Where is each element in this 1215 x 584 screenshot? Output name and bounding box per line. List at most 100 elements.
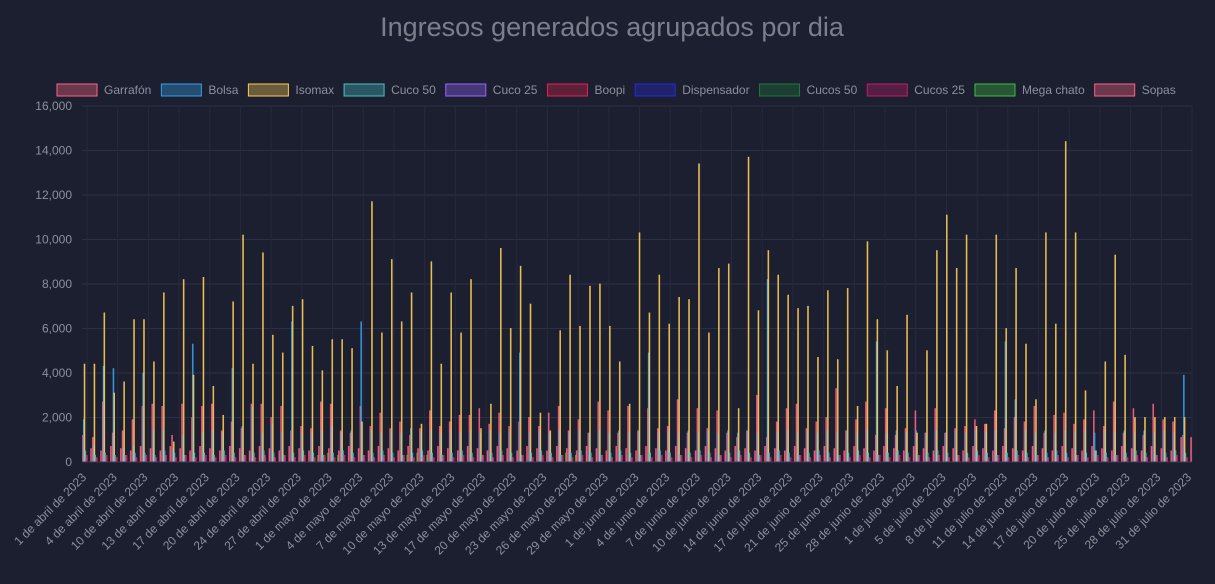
bar[interactable] (363, 454, 366, 463)
bar[interactable] (926, 350, 928, 463)
bar[interactable] (357, 448, 360, 463)
bar[interactable] (427, 450, 429, 463)
bar[interactable] (219, 450, 221, 463)
bar[interactable] (1166, 457, 1168, 463)
bar[interactable] (945, 214, 948, 463)
bar[interactable] (787, 294, 789, 463)
bar[interactable] (869, 457, 871, 463)
bar[interactable] (965, 234, 968, 463)
bar[interactable] (888, 457, 891, 463)
bar[interactable] (879, 454, 881, 463)
bar[interactable] (423, 454, 425, 463)
bar[interactable] (670, 457, 673, 463)
bar[interactable] (883, 446, 885, 463)
bar[interactable] (1156, 454, 1159, 463)
bar[interactable] (777, 274, 780, 463)
bar[interactable] (298, 448, 300, 463)
bar[interactable] (86, 454, 88, 463)
bar[interactable] (1031, 446, 1034, 463)
bar[interactable] (403, 454, 405, 463)
bar[interactable] (238, 448, 241, 463)
bar[interactable] (886, 350, 889, 463)
bar[interactable] (143, 319, 145, 463)
bar[interactable] (1146, 457, 1149, 463)
bar[interactable] (367, 450, 370, 463)
bar[interactable] (928, 457, 931, 463)
bar[interactable] (621, 454, 623, 463)
bar[interactable] (730, 457, 732, 463)
bar[interactable] (668, 323, 671, 463)
bar[interactable] (774, 448, 776, 463)
bar[interactable] (341, 339, 343, 463)
bar[interactable] (843, 450, 845, 463)
bar[interactable] (542, 454, 544, 463)
bar[interactable] (1107, 457, 1109, 463)
bar[interactable] (893, 448, 895, 463)
bar[interactable] (750, 457, 752, 463)
bar[interactable] (757, 310, 760, 463)
bar[interactable] (383, 454, 386, 463)
bar[interactable] (347, 446, 350, 463)
bar[interactable] (836, 359, 839, 463)
bar[interactable] (992, 450, 994, 463)
bar[interactable] (1116, 454, 1119, 463)
bar[interactable] (727, 263, 730, 463)
bar[interactable] (674, 446, 677, 463)
bar[interactable] (440, 363, 443, 463)
bar[interactable] (103, 312, 106, 463)
bar[interactable] (199, 446, 201, 463)
bar[interactable] (387, 448, 390, 463)
bar[interactable] (635, 450, 637, 463)
bar[interactable] (740, 454, 742, 463)
bar[interactable] (700, 454, 703, 463)
bar[interactable] (1047, 457, 1050, 463)
bar[interactable] (1176, 454, 1178, 463)
bar[interactable] (942, 446, 945, 463)
bar[interactable] (123, 381, 125, 463)
bar[interactable] (968, 457, 970, 463)
bar[interactable] (1025, 343, 1027, 463)
bar[interactable] (595, 448, 598, 463)
bar[interactable] (1064, 141, 1067, 463)
bar[interactable] (952, 448, 954, 463)
bar[interactable] (552, 457, 554, 463)
bar[interactable] (413, 457, 415, 463)
bar[interactable] (373, 457, 376, 463)
bar[interactable] (1015, 268, 1017, 463)
bar[interactable] (1087, 457, 1089, 463)
bar[interactable] (579, 325, 581, 463)
bar[interactable] (859, 454, 861, 463)
bar[interactable] (846, 288, 849, 463)
bar[interactable] (258, 446, 261, 463)
bar[interactable] (809, 457, 812, 463)
legend-item[interactable]: Cuco 50 (343, 83, 436, 97)
bar[interactable] (264, 454, 267, 463)
bar[interactable] (902, 450, 905, 463)
bar[interactable] (1124, 354, 1126, 463)
bar[interactable] (318, 446, 320, 463)
bar[interactable] (1041, 448, 1044, 463)
bar[interactable] (641, 454, 643, 463)
bar[interactable] (175, 457, 177, 463)
bar[interactable] (807, 305, 809, 463)
bar[interactable] (304, 454, 306, 463)
bar[interactable] (96, 457, 98, 463)
bar[interactable] (125, 454, 128, 463)
bar[interactable] (1051, 450, 1054, 463)
bar[interactable] (343, 454, 346, 463)
bar[interactable] (565, 448, 568, 463)
bar[interactable] (1104, 361, 1107, 463)
bar[interactable] (591, 457, 594, 463)
bar[interactable] (978, 454, 980, 463)
bar[interactable] (1114, 254, 1116, 463)
bar[interactable] (496, 446, 499, 463)
bar[interactable] (922, 448, 925, 463)
bar[interactable] (328, 448, 330, 463)
bar[interactable] (784, 450, 786, 463)
bar[interactable] (1007, 457, 1010, 463)
bar[interactable] (581, 454, 584, 463)
bar[interactable] (694, 450, 697, 463)
bar[interactable] (1130, 448, 1133, 463)
bar[interactable] (995, 234, 998, 463)
bar[interactable] (209, 448, 211, 463)
